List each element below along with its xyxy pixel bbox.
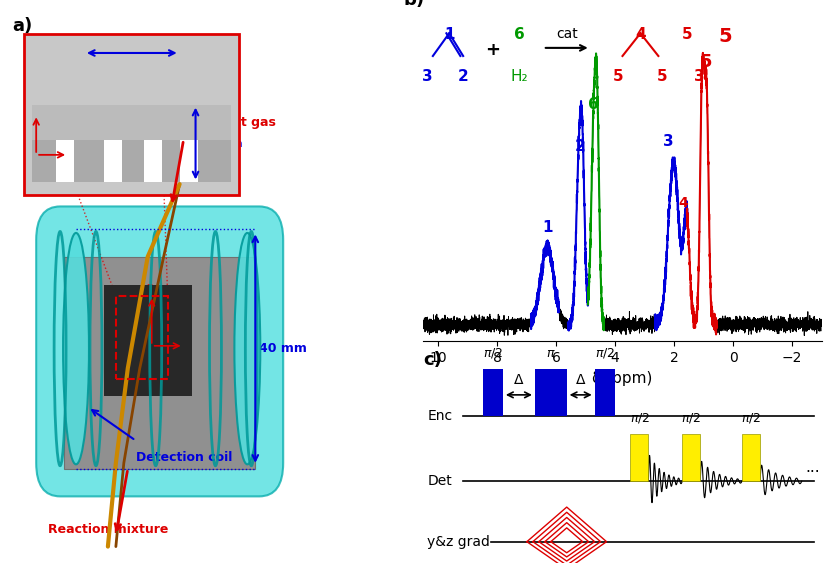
Text: Δ: Δ — [576, 373, 585, 387]
Text: 1: 1 — [444, 27, 455, 42]
Text: +: + — [486, 40, 500, 59]
Text: 3: 3 — [422, 69, 432, 84]
Text: 50: 50 — [65, 85, 79, 96]
Text: 5: 5 — [657, 69, 667, 84]
Text: Detection coil: Detection coil — [136, 451, 232, 464]
Bar — [742, 434, 760, 481]
Bar — [104, 139, 122, 182]
Text: $\pi$: $\pi$ — [546, 347, 555, 360]
Polygon shape — [104, 284, 192, 396]
Text: $\pi/2$: $\pi/2$ — [681, 411, 701, 425]
Bar — [631, 434, 648, 481]
Text: y&z grad: y&z grad — [427, 535, 491, 549]
Text: 3: 3 — [694, 69, 705, 84]
Text: a): a) — [12, 17, 32, 35]
Text: 6: 6 — [588, 97, 599, 112]
Text: b): b) — [403, 0, 424, 9]
Text: 5: 5 — [613, 69, 624, 84]
Text: 40 mm: 40 mm — [259, 342, 307, 355]
Ellipse shape — [63, 233, 89, 464]
Bar — [594, 369, 614, 417]
X-axis label: δ (ppm): δ (ppm) — [593, 370, 652, 386]
Text: Det: Det — [427, 474, 452, 488]
Text: 5: 5 — [682, 27, 693, 42]
Text: 1: 1 — [543, 220, 553, 236]
Bar — [682, 434, 701, 481]
Bar — [535, 369, 567, 417]
Bar — [56, 139, 74, 182]
FancyBboxPatch shape — [37, 207, 283, 496]
Text: $\pi/2$: $\pi/2$ — [483, 346, 503, 360]
Bar — [144, 139, 162, 182]
Text: 4: 4 — [635, 27, 646, 42]
Bar — [179, 139, 198, 182]
Bar — [24, 34, 239, 195]
Bar — [483, 369, 503, 417]
Bar — [32, 105, 232, 182]
Text: 4: 4 — [679, 196, 688, 210]
Text: c): c) — [423, 352, 442, 369]
Bar — [32, 105, 232, 139]
Text: Reagent gas: Reagent gas — [188, 116, 276, 129]
Polygon shape — [64, 257, 256, 468]
Ellipse shape — [234, 233, 261, 464]
Bar — [116, 296, 168, 380]
Text: 5: 5 — [700, 53, 712, 71]
Text: 6: 6 — [514, 27, 525, 42]
Text: Enc: Enc — [427, 409, 452, 423]
Text: ···: ··· — [806, 465, 820, 480]
Text: Reaction mixture: Reaction mixture — [48, 523, 168, 537]
Text: 200 μm: 200 μm — [199, 138, 242, 149]
Text: y: y — [184, 344, 191, 353]
Text: z: z — [147, 282, 153, 292]
Text: Δ: Δ — [514, 373, 524, 387]
Text: cat: cat — [556, 27, 578, 41]
Text: $\pi/2$: $\pi/2$ — [741, 411, 761, 425]
Text: 2: 2 — [574, 139, 585, 154]
Text: H₂: H₂ — [510, 69, 528, 84]
Text: z: z — [32, 103, 37, 113]
Text: 150: 150 — [114, 85, 134, 96]
Text: $\pi/2$: $\pi/2$ — [629, 411, 649, 425]
Text: y: y — [69, 150, 76, 160]
Text: 5: 5 — [718, 27, 732, 46]
Text: 3: 3 — [662, 134, 673, 149]
Text: $\pi/2$: $\pi/2$ — [594, 346, 614, 360]
Text: 200: 200 — [120, 37, 144, 50]
Text: 2: 2 — [458, 69, 468, 84]
